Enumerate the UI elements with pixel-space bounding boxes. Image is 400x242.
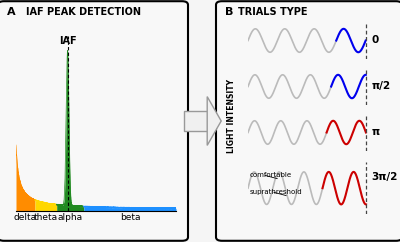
Text: suprathreshold: suprathreshold <box>250 189 303 195</box>
Polygon shape <box>184 111 208 131</box>
Text: comfortable: comfortable <box>250 173 292 178</box>
Text: LIGHT INTENSITY: LIGHT INTENSITY <box>227 79 236 153</box>
Text: IAF: IAF <box>59 36 76 46</box>
Text: IAF PEAK DETECTION: IAF PEAK DETECTION <box>26 7 141 17</box>
Text: A: A <box>7 7 16 17</box>
Text: π: π <box>371 127 379 137</box>
Text: 0: 0 <box>371 35 378 45</box>
Text: B: B <box>225 7 233 17</box>
Text: TRIALS TYPE: TRIALS TYPE <box>238 7 308 17</box>
Text: π/2: π/2 <box>371 81 390 91</box>
Text: 3π/2: 3π/2 <box>371 172 398 182</box>
Polygon shape <box>207 97 221 145</box>
